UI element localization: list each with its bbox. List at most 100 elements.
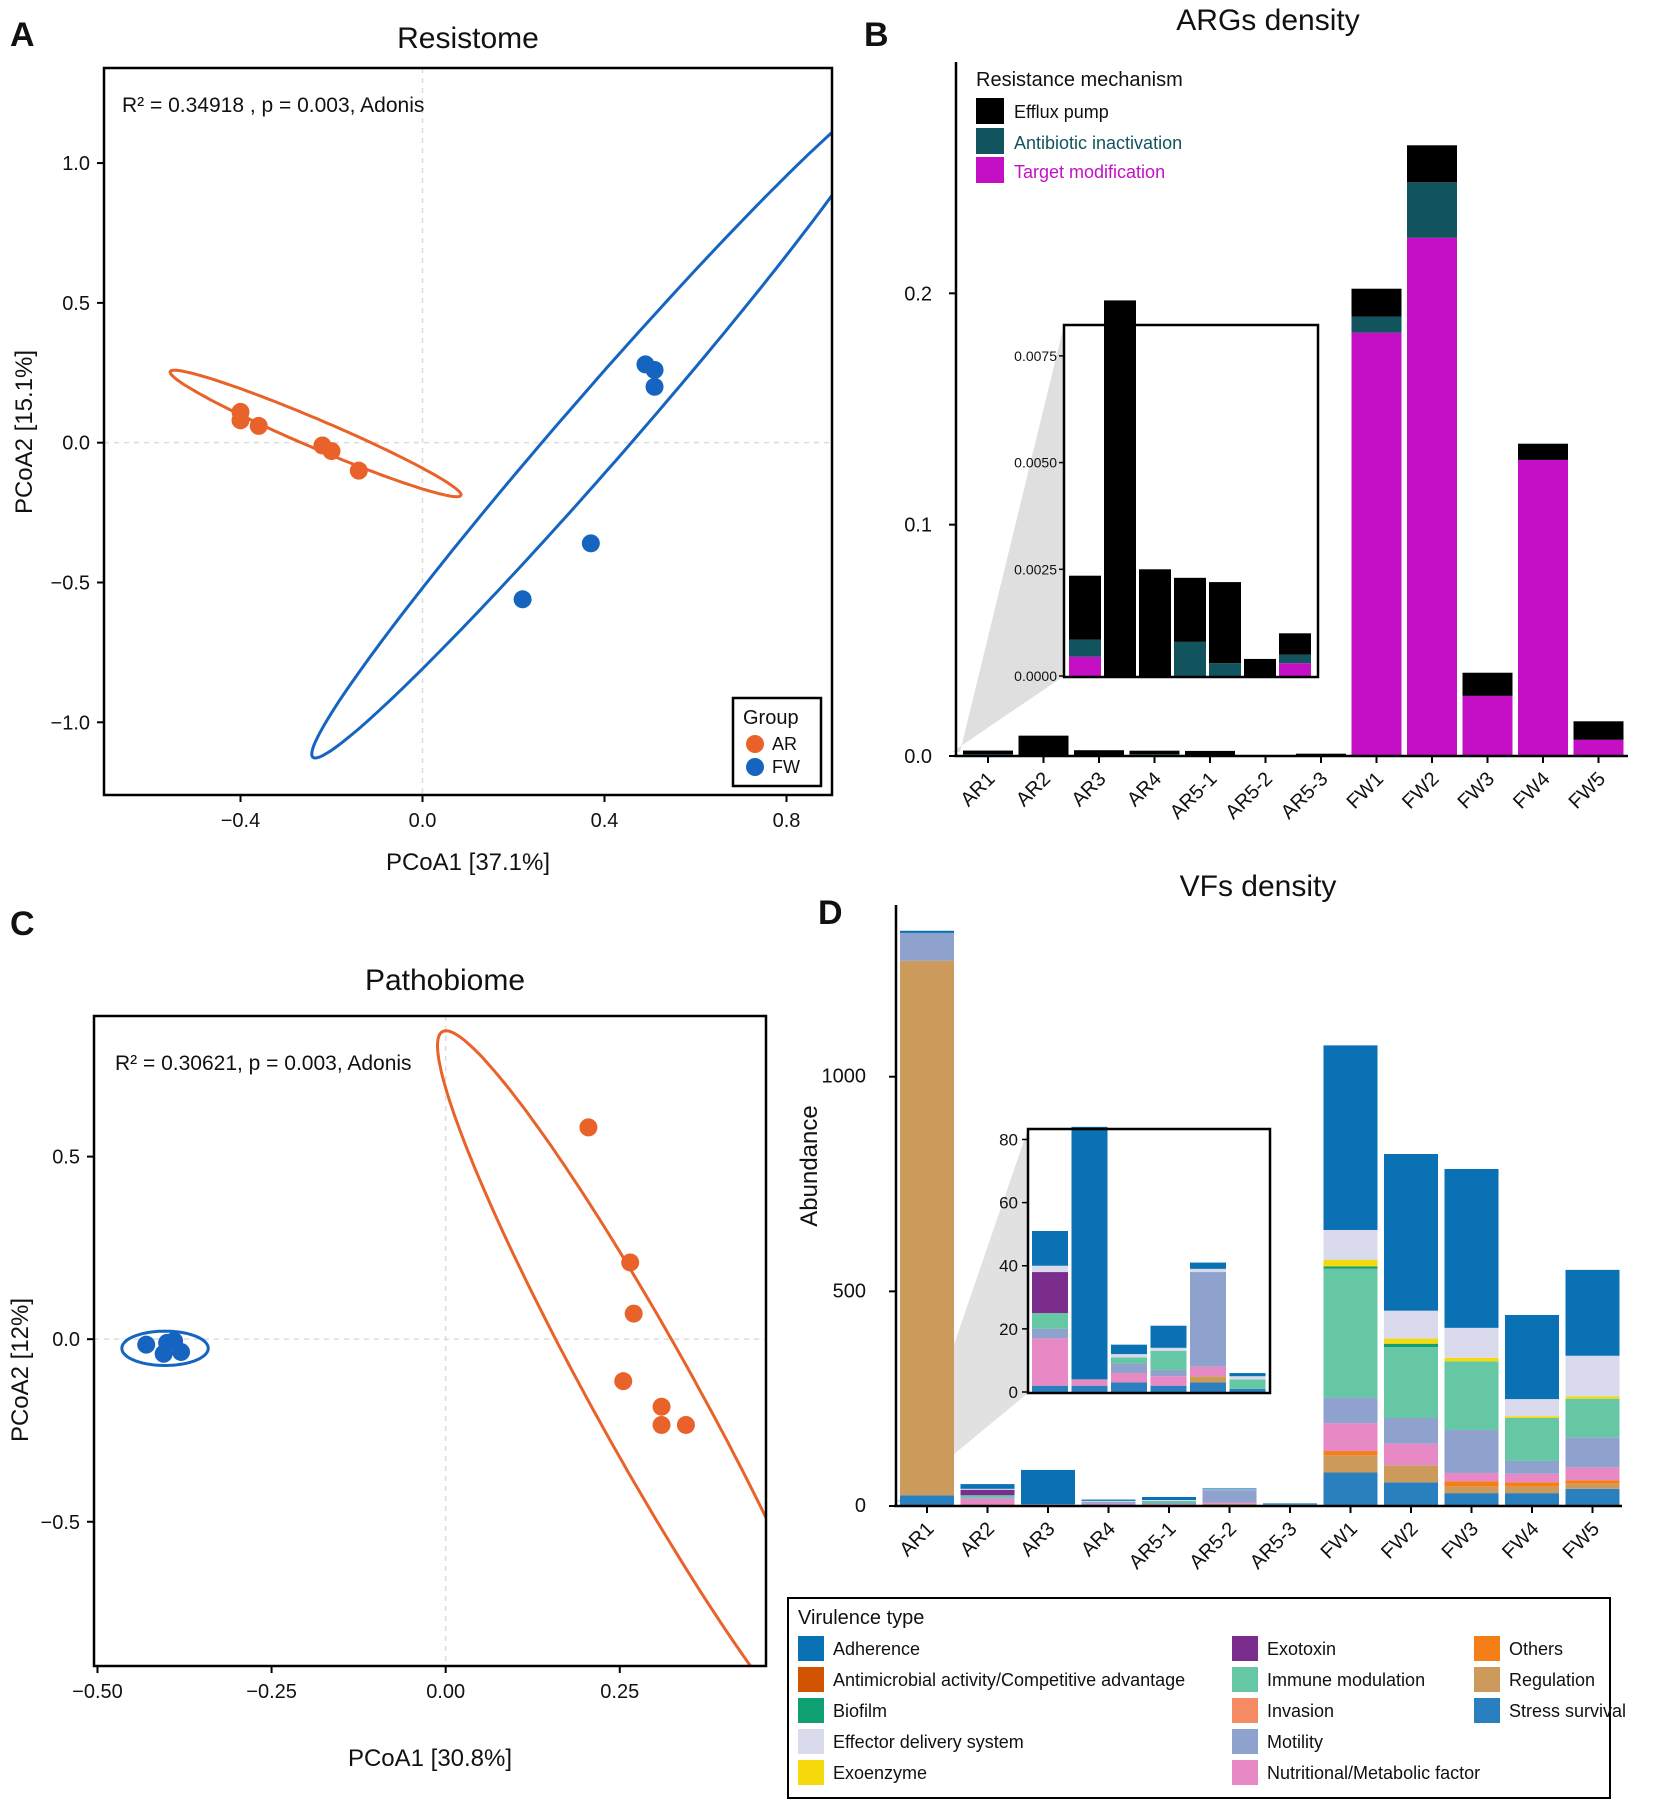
inset-bar-ar5-3-immune [1229,1379,1266,1389]
panel-d-inset-bars [1032,1126,1266,1392]
panel-c-title: Pathobiome [365,964,525,997]
legend-swatch-others [1474,1636,1500,1661]
legend-swatch-nutritional [1232,1760,1258,1785]
bar-ar1-stress [900,1495,954,1506]
panel-letter-b: B [864,16,889,54]
panel-b-legend: Resistance mechanism Efflux pump Antibio… [976,69,1183,183]
inset-bar-ar5-3-adherence [1229,1373,1266,1377]
panel-c-frame [92,1014,768,1668]
legend-target-label: Target modification [1014,162,1165,182]
panel-d-inset-ticks: 0 20 40 60 80 [999,1130,1028,1402]
legend-swatch-motility [1232,1729,1258,1754]
bar-fw5-immune [1565,1398,1620,1438]
panel-a-y-label: PCoA2 [15.1%] [11,350,38,514]
point-ar-6 [652,1415,671,1434]
inset-bar-ar5-2-motility [1190,1272,1226,1367]
panel-d-inset-frame [1026,1127,1272,1395]
bar-fw1-biofilm [1323,1266,1378,1269]
bar-ar3-efflux-pump [1074,750,1124,756]
panel-d-inset: 0 20 40 60 80 [999,1126,1272,1402]
bar-fw3-target-modification [1462,695,1513,756]
x-tick-label: 0.4 [591,810,619,832]
inset-bar-ar3-stress [1071,1385,1108,1392]
legend-inactivation-swatch [976,128,1004,154]
inset-bar-ar1-target-modification [1069,656,1101,676]
legend-swatch-biofilm [798,1698,824,1723]
bar-fw4-effector [1505,1399,1559,1417]
bar-fw3-exoenzyme [1444,1357,1499,1362]
bar-ar5-1-adherence [1142,1496,1196,1500]
inset-bar-ar5-2-nutritional [1190,1366,1226,1377]
bar-ar5-1-immune [1142,1500,1196,1503]
panel-b-zoom-wedge [952,325,1064,752]
bar-fw1-exoenzyme [1323,1260,1378,1267]
legend-swatch-immune [1232,1667,1258,1692]
legend-swatch-exotoxin [1232,1636,1258,1661]
panel-b-bars [963,145,1624,757]
x-tick-label: AR1 [956,768,999,811]
inset-bar-ar4-antibiotic-inactivation [1174,641,1206,676]
bar-fw2-target-modification [1407,237,1457,756]
x-tick-label: AR2 [1012,768,1055,811]
bar-ar4-nutritional [1081,1503,1136,1505]
inset-bar-ar4-motility [1111,1363,1147,1374]
bar-fw4-exoenzyme [1505,1416,1559,1418]
bar-ar5-1-efflux-pump [1185,750,1235,756]
legend-label-biofilm: Biofilm [833,1701,887,1721]
legend-ar-label: AR [772,734,797,754]
y-tick-label: −0.5 [41,1512,80,1534]
bar-fw2-motility [1384,1417,1438,1444]
x-tick-label: −0.4 [221,810,260,832]
point-fw-5 [513,590,532,609]
legend-swatch-adherence [798,1636,824,1661]
bar-fw3-regulation [1444,1486,1499,1494]
inset-bar-ar5-1-immune [1150,1350,1187,1370]
panel-d-legend-frame [787,1597,1611,1799]
inset-y-tick-label: 60 [999,1194,1018,1213]
panel-b-args-density: B ARGs density 0.00.10.2 AR1 AR2 AR3 AR4 AR5… [864,4,1628,824]
bar-fw2-stress [1384,1482,1438,1506]
panel-d-title: VFs density [1180,870,1337,903]
bar-fw1-stress [1323,1472,1378,1506]
legend-label-motility: Motility [1267,1732,1323,1752]
x-tick-label: FW5 [1559,1518,1604,1563]
x-tick-label: AR5-1 [1166,768,1222,824]
panel-b-inset-bars [1069,300,1311,676]
bar-fw1-adherence [1323,1045,1378,1230]
inset-bar-ar1-efflux-pump [1069,575,1101,640]
panel-a-ellipses [168,130,832,760]
bar-ar4-motility [1081,1502,1136,1504]
bar-fw5-target-modification [1573,739,1624,756]
y-tick-label: 0.5 [52,1147,80,1169]
bar-ar5-3-adherence [1263,1503,1317,1505]
inset-bar-ar5-1-adherence [1150,1325,1187,1348]
x-tick-label: AR2 [956,1518,999,1561]
panel-letter-a: A [10,16,35,54]
bar-ar2-exotoxin [960,1489,1015,1496]
panel-a-frame [102,66,834,797]
inset-bar-ar5-1-motility [1150,1369,1187,1377]
panel-a-title: Resistome [397,22,539,55]
bar-fw5-adherence [1565,1269,1620,1356]
bar-fw4-motility [1505,1460,1559,1474]
x-tick-label: FW5 [1565,768,1610,813]
panel-c-pathobiome: C Pathobiome R² = 0.30621, p = 0.003, Ad… [7,905,768,1772]
inset-bar-ar1-antibiotic-inactivation [1069,639,1101,657]
panel-d-y-label: Abundance [796,1105,823,1226]
inset-bar-ar3-nutritional [1071,1379,1108,1386]
panel-d-legend: Virulence type Adherence Antimicrobial ac… [787,1597,1626,1799]
inset-y-tick-label: 80 [999,1130,1018,1149]
x-tick-label: AR3 [1016,1518,1059,1561]
bar-ar2-adherence [960,1484,1015,1489]
legend-label-regulation: Regulation [1509,1670,1595,1690]
bar-fw5-effector [1565,1355,1620,1397]
point-ar-2 [231,411,250,430]
point-fw-3 [645,377,664,396]
y-tick-label: 0.2 [904,283,932,305]
x-tick-label: −0.50 [72,1681,123,1703]
x-tick-label: −0.25 [246,1681,297,1703]
inset-bar-ar2-stress [1032,1385,1068,1392]
y-tick-label: 0.1 [904,515,932,537]
panel-c-gridlines [94,1016,766,1666]
point-ar-7 [676,1415,695,1434]
